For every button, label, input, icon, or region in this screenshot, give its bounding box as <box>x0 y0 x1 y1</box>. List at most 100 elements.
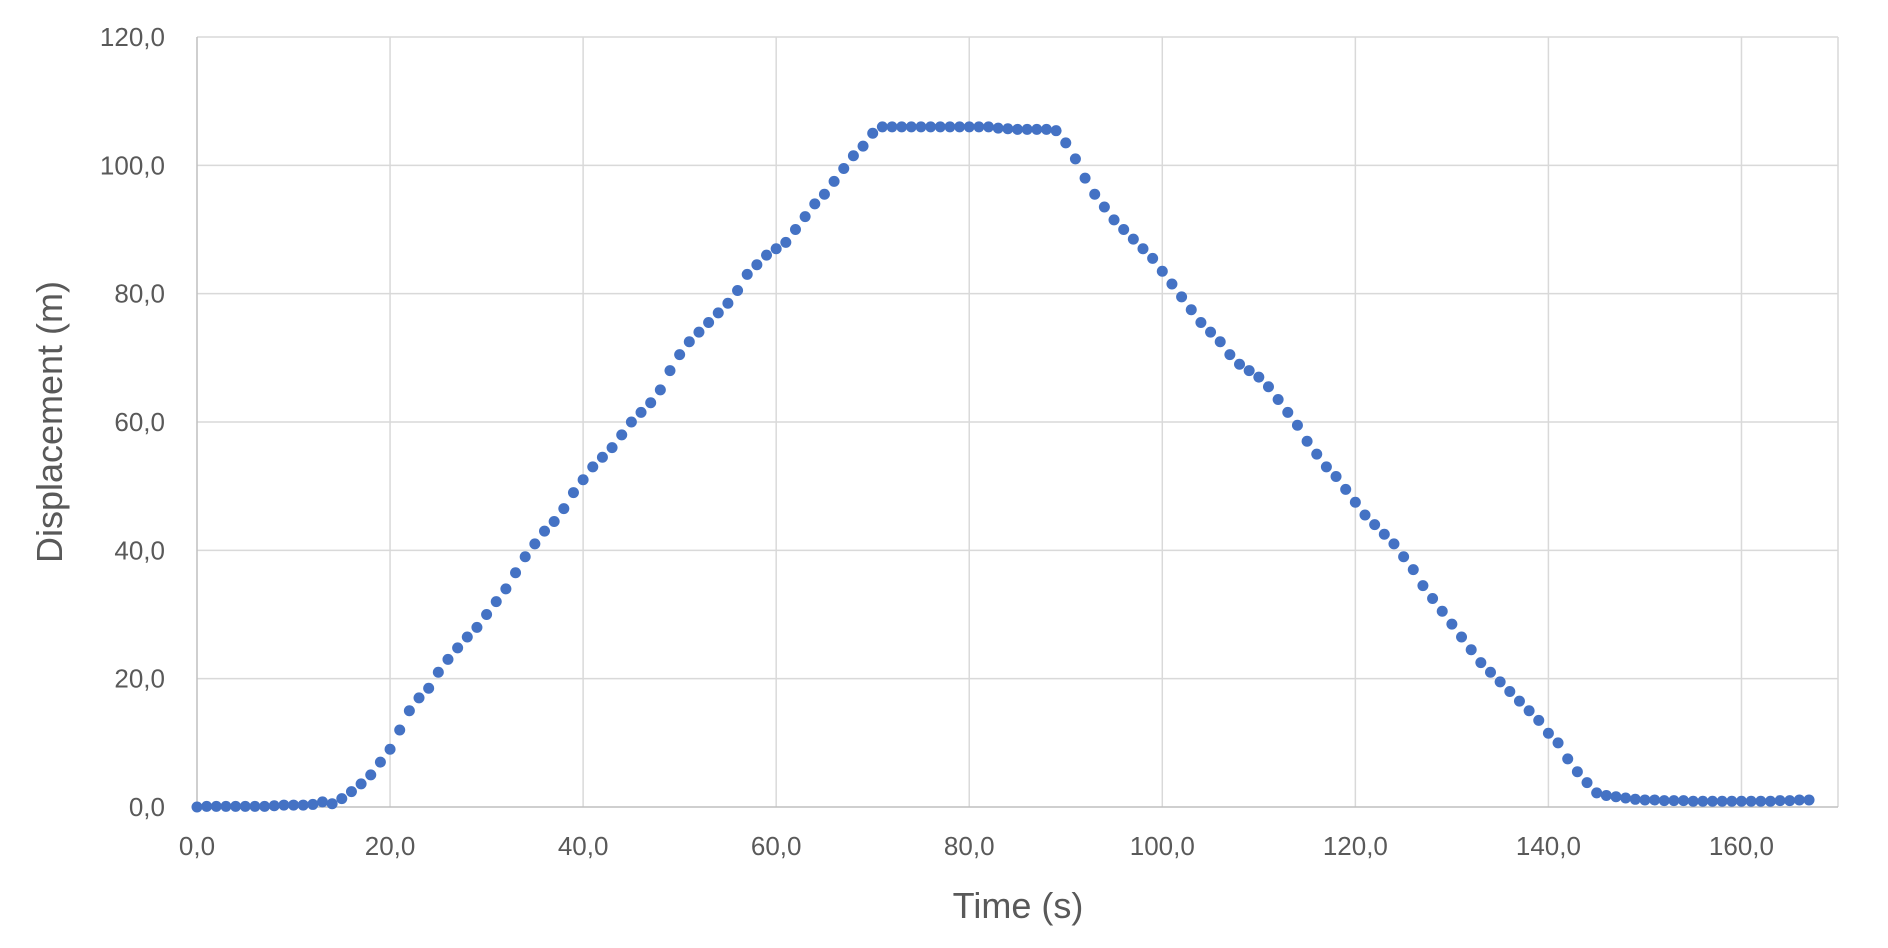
data-point <box>519 551 531 563</box>
data-point <box>384 743 396 755</box>
data-point <box>654 384 666 396</box>
data-point <box>191 801 203 813</box>
data-point <box>838 163 850 175</box>
x-axis-tick-labels: 0,0 20,0 40,0 60,0 80,0 100,0 120,0 140,0 160,0 <box>179 831 1774 861</box>
data-point <box>847 150 859 162</box>
data-point <box>1465 644 1477 656</box>
data-point <box>558 503 570 515</box>
data-point <box>1591 787 1603 799</box>
data-point <box>1118 224 1130 235</box>
data-point <box>712 307 724 319</box>
data-point <box>1262 381 1274 393</box>
data-point <box>1282 406 1294 418</box>
data-point <box>345 786 357 798</box>
data-point <box>201 800 213 812</box>
data-point <box>259 800 271 812</box>
data-point <box>1349 496 1361 508</box>
data-point <box>857 140 869 152</box>
data-point <box>1639 794 1651 806</box>
data-point <box>1021 123 1033 135</box>
data-point <box>1735 795 1747 807</box>
data-point <box>1600 789 1612 801</box>
x-axis-title: Time (s) <box>953 885 1084 926</box>
data-point <box>1755 795 1767 807</box>
data-point <box>230 800 242 812</box>
data-point <box>1359 509 1371 521</box>
data-point <box>1533 714 1545 726</box>
data-point <box>915 121 927 133</box>
data-point <box>1224 349 1236 361</box>
data-point <box>403 705 415 717</box>
data-point <box>510 567 522 579</box>
data-point <box>818 188 830 200</box>
data-point <box>1253 371 1265 383</box>
data-point <box>1243 365 1255 377</box>
data-point <box>1098 201 1110 213</box>
data-point <box>780 236 792 248</box>
data-point <box>722 297 734 309</box>
data-point <box>1610 791 1622 803</box>
data-point <box>1205 326 1217 338</box>
data-point <box>1803 794 1815 806</box>
x-tick-label: 0,0 <box>179 831 215 861</box>
data-point <box>1079 172 1091 184</box>
data-point <box>1571 766 1583 778</box>
data-point <box>278 799 290 811</box>
data-point <box>1687 795 1699 807</box>
data-point <box>307 798 319 810</box>
data-point <box>1436 605 1448 617</box>
data-point <box>1089 188 1101 200</box>
data-point <box>587 461 599 473</box>
data-point <box>413 692 425 704</box>
data-point <box>741 268 753 280</box>
data-point <box>934 121 946 133</box>
data-point <box>1398 551 1410 563</box>
y-axis-title: Displacement (m) <box>29 281 70 563</box>
data-point <box>896 121 908 133</box>
data-point <box>1012 123 1023 135</box>
data-point <box>355 778 367 790</box>
data-point <box>442 653 454 665</box>
data-point <box>1176 291 1188 303</box>
data-point <box>239 800 251 812</box>
y-tick-label: 20,0 <box>114 664 165 694</box>
data-point <box>1214 336 1226 348</box>
data-point <box>1697 795 1709 807</box>
data-point <box>432 666 444 678</box>
data-point <box>1388 538 1400 550</box>
data-point <box>954 121 966 133</box>
data-point <box>1340 483 1352 495</box>
y-tick-label: 120,0 <box>100 22 165 52</box>
data-point <box>1369 519 1381 531</box>
data-point <box>297 799 309 811</box>
y-axis-tick-labels: 0,0 20,0 40,0 60,0 80,0 100,0 120,0 <box>100 22 165 822</box>
data-point <box>1716 795 1728 807</box>
data-point <box>1774 795 1786 807</box>
data-point <box>1793 794 1805 806</box>
data-point <box>809 198 821 210</box>
data-point <box>210 800 222 812</box>
x-tick-label: 80,0 <box>944 831 995 861</box>
data-point <box>577 474 589 486</box>
data-point <box>490 596 502 608</box>
data-point <box>1069 153 1081 165</box>
data-point <box>761 249 773 261</box>
data-point <box>828 175 840 187</box>
data-point <box>500 583 512 595</box>
data-point <box>1185 304 1197 316</box>
data-point <box>1330 471 1342 483</box>
data-point <box>770 243 782 255</box>
data-point <box>973 121 985 133</box>
data-point <box>1320 461 1332 473</box>
data-point <box>539 525 551 537</box>
data-point <box>983 121 995 133</box>
data-point <box>1301 435 1313 447</box>
data-point <box>905 121 917 133</box>
data-point <box>1620 792 1632 804</box>
data-point <box>1562 753 1574 765</box>
x-tick-label: 20,0 <box>365 831 416 861</box>
data-point <box>789 224 801 235</box>
data-point <box>1523 705 1535 717</box>
data-point <box>751 259 763 271</box>
data-point <box>1475 657 1487 669</box>
